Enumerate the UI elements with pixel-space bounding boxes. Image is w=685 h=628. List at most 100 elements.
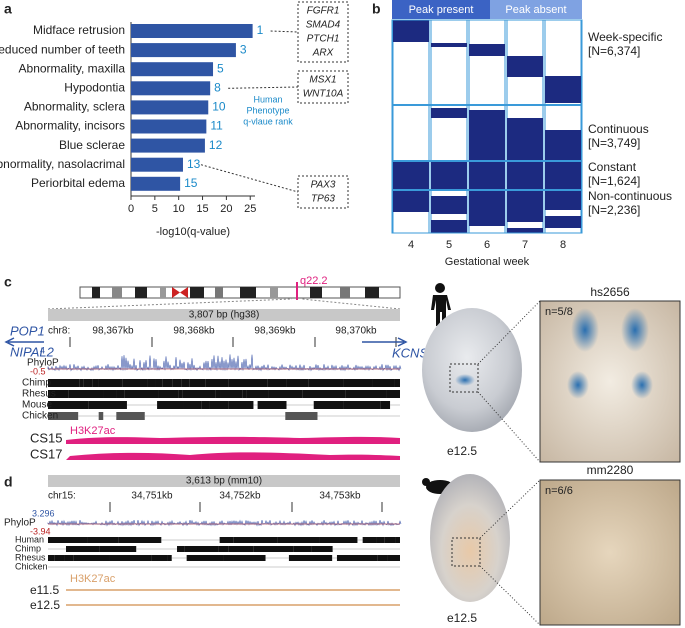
conservation-block: [48, 401, 89, 409]
heatmap-block: [507, 190, 543, 222]
stage-label: CS17: [30, 446, 63, 461]
conservation-block: [87, 537, 119, 543]
conservation-block: [293, 546, 312, 552]
conservation-block: [268, 390, 303, 398]
bar: [131, 81, 211, 96]
zoom-lines: [47, 298, 401, 310]
x-axis-label: -log10(q-value): [156, 226, 230, 238]
category-label: Abnormality, incisors: [15, 119, 125, 133]
conservation-block: [219, 537, 234, 543]
x-tick-label: 15: [196, 203, 208, 215]
conservation-block: [178, 390, 183, 398]
conservation-block: [319, 537, 358, 543]
heatmap-block: [469, 190, 505, 226]
annotation: Human: [253, 94, 282, 104]
category-label: Abnormality, maxilla: [19, 61, 126, 75]
gene-arrow: [4, 337, 44, 347]
ideogram-bands: [92, 287, 379, 298]
panel-label: a: [4, 1, 12, 17]
stage-label: e12.5: [30, 598, 60, 612]
conservation-block: [186, 555, 224, 561]
species-label: Chicken: [22, 411, 58, 422]
conservation-block: [189, 379, 206, 387]
coord-label: 98,368kb: [173, 326, 215, 337]
gene-label: NIPAL2: [10, 344, 55, 359]
conservation-block: [395, 537, 400, 543]
conservation-block: [162, 379, 173, 387]
heatmap-block: [393, 20, 429, 42]
connector: [228, 86, 299, 89]
species-label: Chimp: [15, 543, 41, 553]
bar: [131, 62, 214, 77]
conservation-block: [64, 555, 74, 561]
bar: [131, 157, 183, 172]
species-label: Rhesus: [15, 552, 46, 562]
conservation-block: [220, 390, 243, 398]
species-label: Chicken: [15, 561, 48, 571]
conservation-block: [151, 555, 168, 561]
conservation-block: [384, 537, 396, 543]
x-axis-label: Gestational week: [445, 256, 530, 268]
conservation-block: [177, 546, 185, 552]
stage-label: e11.5: [30, 583, 59, 597]
heatmap-block: [545, 76, 581, 103]
conservation-block: [386, 390, 400, 398]
conservation-block: [48, 390, 69, 398]
chrom-label: chr15:: [48, 491, 76, 502]
span-bar: [48, 309, 400, 321]
species-label: Rhesus: [22, 389, 56, 400]
h3k27ac-track: [66, 589, 400, 606]
legend-present: [392, 0, 490, 19]
conservation-block: [79, 379, 84, 387]
conservation-block: [109, 555, 152, 561]
zoom-lines: [479, 479, 541, 626]
group-label: Non-continuous: [588, 189, 672, 203]
x-tick-label: 4: [408, 239, 414, 251]
heatmap-block: [507, 56, 543, 77]
stain: [631, 371, 653, 399]
conservation-block: [285, 412, 318, 420]
band-label: q22.2: [300, 275, 328, 287]
conservation-block: [157, 401, 184, 409]
conservation-block: [88, 401, 127, 409]
coord-label: 98,369kb: [254, 326, 296, 337]
conservation-block: [116, 412, 145, 420]
coord-label: 98,367kb: [92, 326, 134, 337]
conservation-block: [345, 390, 387, 398]
phylop-max: 4: [40, 345, 45, 355]
panel-b: b Peak present Peak absent Gestational w…: [372, 0, 672, 268]
category-label: Reduced number of teeth: [0, 42, 125, 56]
conservation-block: [336, 555, 378, 561]
conservation-block: [267, 379, 287, 387]
conservation-block: [277, 537, 320, 543]
species-label: Mouse: [22, 400, 52, 411]
rank-label: 11: [210, 119, 223, 133]
conservation-block: [122, 379, 148, 387]
stain: [621, 308, 649, 352]
coord-label: 98,370kb: [335, 326, 377, 337]
conservation-block: [313, 401, 344, 409]
conservation-block: [302, 390, 346, 398]
coord-label: 34,751kb: [131, 491, 173, 502]
conservation-block: [116, 390, 125, 398]
count-label: n=5/8: [545, 306, 573, 318]
h3k27ac-track: [66, 436, 400, 444]
track-label: H3K27ac: [70, 573, 116, 585]
span-label: 3,807 bp (hg38): [189, 310, 260, 321]
stain: [455, 374, 475, 386]
group-label: Constant: [588, 160, 637, 174]
x-tick-label: 5: [152, 203, 158, 215]
group-label: [N=2,236]: [588, 203, 640, 217]
gene-name: TP63: [311, 194, 335, 205]
centromere: [172, 287, 188, 298]
conservation: [47, 519, 402, 568]
category-label: Abnormality, sclera: [24, 100, 125, 114]
conservation-block: [376, 537, 385, 543]
conservation-block: [98, 379, 123, 387]
heatmap-block: [545, 162, 581, 190]
heatmap-block: [507, 228, 543, 233]
legend-absent: [490, 0, 582, 19]
conservation-block: [223, 555, 266, 561]
category-label: Blue sclerae: [59, 138, 125, 152]
